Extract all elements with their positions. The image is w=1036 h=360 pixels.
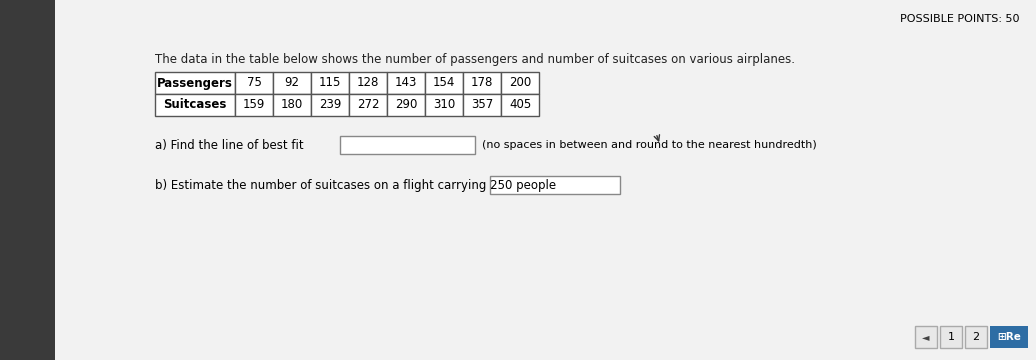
Text: b) Estimate the number of suitcases on a flight carrying 250 people: b) Estimate the number of suitcases on a… [155,179,556,192]
Text: 2: 2 [973,332,980,342]
Bar [501,72,539,94]
Text: 272: 272 [356,99,379,112]
Text: Suitcases: Suitcases [164,99,227,112]
Text: ⊞Re: ⊞Re [997,332,1020,342]
Bar [349,72,387,94]
Bar [425,94,463,116]
Text: 128: 128 [356,77,379,90]
Bar [463,94,501,116]
Text: 239: 239 [319,99,341,112]
Bar [235,72,274,94]
Text: 143: 143 [395,77,418,90]
Bar [915,326,937,348]
Text: 357: 357 [471,99,493,112]
Text: 1: 1 [948,332,954,342]
Bar [311,94,349,116]
Text: 405: 405 [509,99,531,112]
Text: POSSIBLE POINTS: 50: POSSIBLE POINTS: 50 [900,14,1020,24]
Text: The data in the table below shows the number of passengers and number of suitcas: The data in the table below shows the nu… [155,53,795,66]
Text: 115: 115 [319,77,341,90]
Text: Passengers: Passengers [157,77,233,90]
Text: 75: 75 [247,77,261,90]
Bar [965,326,987,348]
Bar [387,94,425,116]
Bar [311,72,349,94]
Bar [387,72,425,94]
Bar [340,136,474,154]
Bar [940,326,962,348]
Bar [155,94,235,116]
Bar [274,94,311,116]
Bar [155,72,235,94]
Text: 154: 154 [433,77,455,90]
Text: a) Find the line of best fit: a) Find the line of best fit [155,139,304,152]
Text: 310: 310 [433,99,455,112]
Bar [349,94,387,116]
Text: ◄: ◄ [922,332,929,342]
Text: 178: 178 [470,77,493,90]
Text: 290: 290 [395,99,418,112]
Bar [501,94,539,116]
Bar [235,94,274,116]
Bar [990,326,1028,348]
Bar [274,72,311,94]
Text: 180: 180 [281,99,304,112]
Text: (no spaces in between and round to the nearest hundredth): (no spaces in between and round to the n… [482,140,816,150]
Text: 159: 159 [242,99,265,112]
Bar [463,72,501,94]
Bar [490,176,620,194]
Text: 92: 92 [285,77,299,90]
Bar [425,72,463,94]
Bar [0,0,55,360]
Text: 200: 200 [509,77,531,90]
